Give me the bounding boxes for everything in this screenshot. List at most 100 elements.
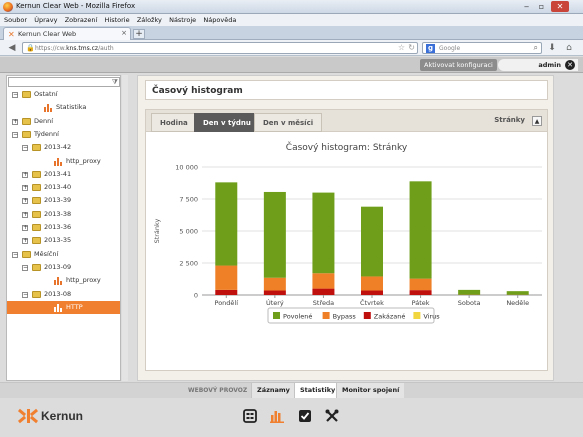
user-box: admin ✕ [498, 59, 578, 71]
expand-icon[interactable]: + [22, 210, 29, 218]
url-bar[interactable]: 🔒 https://cw.kns.tms.cz/auth ☆ ↻ [22, 42, 418, 54]
url-text: https://cw.kns.tms.cz/auth [35, 45, 114, 52]
kernun-logo-icon [17, 408, 39, 424]
tree-item-label: Měsíční [34, 249, 59, 258]
folder-icon [32, 197, 41, 205]
tab-statistiky[interactable]: Statistiky [294, 383, 341, 398]
bar-chart-icon [54, 157, 62, 166]
tree-item-label: 2013-38 [44, 209, 72, 218]
log-viewer-icon[interactable] [243, 409, 257, 423]
expand-icon[interactable]: + [22, 197, 29, 205]
panel-title-box: Časový histogram [145, 80, 548, 100]
tree-item[interactable]: +2013-35 [7, 234, 120, 247]
tree-item[interactable]: HTTP [7, 300, 120, 314]
home-icon[interactable]: ⌂ [566, 43, 572, 53]
metric-label: Stránky [494, 116, 525, 124]
reload-icon[interactable]: ↻ [408, 43, 415, 52]
bar-bypass [215, 265, 238, 290]
tree-item-label: 2013-08 [44, 289, 72, 298]
menu-soubor[interactable]: Soubor [4, 16, 27, 24]
tools-icon[interactable] [325, 409, 339, 423]
menu-nastroje[interactable]: Nástroje [169, 16, 197, 24]
x-tick-label: Sobota [458, 299, 481, 307]
collapse-icon[interactable]: − [12, 91, 19, 98]
folder-icon [32, 263, 41, 271]
menu-zalozky[interactable]: Záložky [136, 16, 162, 24]
download-icon[interactable]: ⬇ [548, 43, 556, 53]
chart-legend [267, 307, 435, 324]
bar-bypass [409, 278, 432, 291]
logout-icon[interactable]: ✕ [565, 60, 575, 70]
tree-item[interactable]: − 2013-08 [7, 288, 120, 301]
close-tab-icon[interactable]: × [121, 29, 127, 37]
bar-zakázané [409, 290, 432, 295]
firefox-logo-icon [3, 2, 13, 12]
tree-item[interactable]: http_proxy [7, 155, 120, 168]
tree-filter-input[interactable]: ⧩ [8, 77, 120, 87]
x-tick-label: Neděle [506, 299, 529, 307]
expand-icon[interactable]: + [22, 224, 29, 231]
back-icon[interactable]: ◀ [8, 43, 16, 53]
search-icon[interactable]: ⌕ [533, 43, 538, 52]
collapse-icon[interactable]: − [12, 130, 19, 138]
tree-item[interactable]: +2013-41 [7, 168, 120, 181]
tree-item[interactable]: − Měsíční [7, 248, 120, 261]
activate-config-button[interactable]: Aktivovat konfiguraci [420, 59, 497, 71]
statistics-icon[interactable] [270, 409, 284, 423]
tree-item[interactable]: +2013-40 [7, 181, 120, 194]
minimize-icon[interactable]: ‒ [523, 2, 530, 11]
folder-icon [22, 117, 31, 125]
browser-tab[interactable]: ✕ Kernun Clear Web × [3, 27, 131, 40]
expand-icon[interactable]: + [22, 237, 29, 245]
maximize-icon[interactable]: ▫ [538, 2, 545, 11]
bookmark-star-icon[interactable]: ☆ [397, 43, 405, 52]
sidebar-splitter[interactable] [122, 75, 128, 381]
tab-den-v-mesici[interactable]: Den v měsíci [254, 113, 323, 132]
tree-item[interactable]: − 2013-42 [7, 141, 120, 154]
metric-toggle-button[interactable]: ▲ [532, 116, 542, 126]
x-tick-label: Pondělí [215, 299, 239, 307]
browser-tab-label: Kernun Clear Web [18, 30, 77, 38]
tab-strip: ✕ Kernun Clear Web × + [0, 26, 583, 40]
tree-item[interactable]: + Denní [7, 115, 120, 128]
app-header: Aktivovat konfiguraci admin ✕ [0, 57, 583, 73]
main-panel: Časový histogram Hodina Den v týdnu Den … [137, 75, 554, 381]
tree-item[interactable]: +2013-36 [7, 221, 120, 234]
legend-swatch [273, 312, 280, 319]
kernun-favicon-icon: ✕ [8, 30, 15, 39]
tree-item[interactable]: +2013-39 [7, 194, 120, 207]
tab-hodina[interactable]: Hodina [151, 113, 197, 132]
search-bar[interactable]: g Google ⌕ [422, 42, 542, 54]
tree-item[interactable]: +2013-38 [7, 208, 120, 221]
close-window-icon[interactable]: ✕ [551, 1, 569, 12]
tab-monitor-spojeni[interactable]: Monitor spojení [336, 383, 405, 398]
tree-item[interactable]: − Týdenní [7, 128, 120, 141]
bar-povolené [263, 191, 286, 278]
tree-item[interactable]: http_proxy [7, 274, 120, 287]
tree-item-label: 2013-42 [44, 143, 72, 152]
expand-icon[interactable]: + [22, 184, 29, 192]
expand-icon[interactable]: + [12, 117, 19, 125]
tree-item[interactable]: Statistika [7, 101, 120, 114]
bottom-bar: WEBOVÝ PROVOZ Záznamy Statistiky Monitor… [0, 382, 583, 437]
x-tick-label: Pátek [412, 299, 430, 307]
checkbox-icon[interactable] [298, 409, 312, 423]
menu-bar: Soubor Úpravy Zobrazení Historie Záložky… [0, 14, 583, 26]
bar-povolené [506, 291, 529, 295]
menu-historie[interactable]: Historie [104, 16, 130, 24]
tree-item[interactable]: − Ostatní [7, 88, 120, 101]
collapse-icon[interactable]: − [22, 263, 29, 271]
tab-den-v-tydnu[interactable]: Den v týdnu [194, 113, 260, 132]
menu-upravy[interactable]: Úpravy [34, 16, 58, 24]
menu-napoveda[interactable]: Nápověda [203, 16, 237, 24]
bar-bypass [263, 277, 286, 291]
tree-item[interactable]: − 2013-09 [7, 261, 120, 274]
collapse-icon[interactable]: − [22, 290, 29, 298]
collapse-icon[interactable]: − [22, 144, 29, 152]
bottom-tabs: WEBOVÝ PROVOZ Záznamy Statistiky Monitor… [0, 383, 583, 398]
tab-zaznamy[interactable]: Záznamy [251, 383, 295, 398]
collapse-icon[interactable]: − [12, 250, 19, 258]
new-tab-button[interactable]: + [133, 29, 145, 39]
menu-zobrazeni[interactable]: Zobrazení [64, 16, 98, 24]
expand-icon[interactable]: + [22, 170, 29, 178]
